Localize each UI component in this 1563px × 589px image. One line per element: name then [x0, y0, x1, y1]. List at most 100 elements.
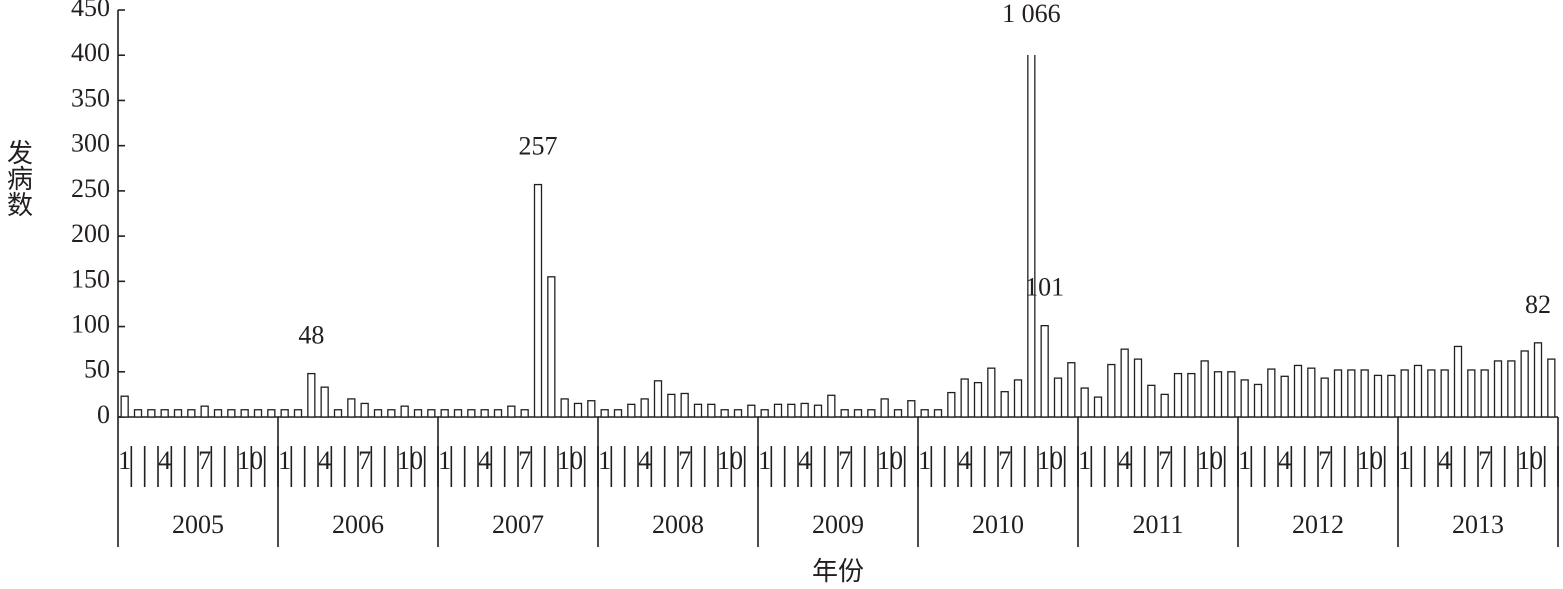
x-tick-label: 7	[1478, 446, 1491, 475]
bar	[187, 409, 196, 418]
bar	[520, 409, 529, 418]
bar	[867, 409, 876, 418]
bar	[267, 409, 276, 418]
group-label: 2009	[812, 510, 864, 539]
bar	[1280, 375, 1289, 418]
x-tick-label: 10	[397, 446, 423, 475]
bar	[1320, 377, 1329, 418]
y-tick-label: 50	[84, 355, 110, 384]
x-tick-label: 1	[598, 446, 611, 475]
bar	[160, 409, 169, 418]
y-tick-label: 350	[71, 83, 110, 112]
bar	[240, 409, 249, 418]
bar	[1267, 368, 1276, 418]
x-tick-label: 4	[798, 446, 811, 475]
bar	[613, 409, 623, 418]
bar	[907, 400, 916, 418]
bar	[1200, 360, 1209, 418]
bar	[1387, 374, 1396, 418]
bar	[1413, 364, 1423, 418]
bar	[920, 409, 929, 418]
bar	[853, 409, 863, 418]
bar	[720, 409, 729, 418]
bar	[893, 409, 903, 418]
bar	[1347, 369, 1356, 418]
bar	[653, 380, 663, 418]
value-label: 257	[519, 132, 558, 161]
bar	[987, 367, 996, 418]
bar	[1173, 372, 1183, 418]
value-label: 101	[1025, 273, 1064, 302]
bar	[947, 391, 956, 418]
bar	[547, 276, 556, 418]
bar	[1547, 358, 1556, 418]
x-tick-label: 1	[1398, 446, 1411, 475]
bar	[787, 403, 796, 418]
bar	[480, 409, 489, 418]
bar	[173, 409, 183, 418]
bar	[360, 402, 369, 418]
bar	[467, 409, 476, 418]
bar	[427, 409, 436, 418]
bar	[1040, 325, 1049, 418]
bar	[1533, 342, 1543, 418]
bar	[960, 378, 969, 418]
group-label: 2006	[332, 510, 384, 539]
bar	[1080, 387, 1089, 418]
bar	[213, 409, 223, 418]
y-tick-label: 300	[71, 129, 110, 158]
x-tick-label: 10	[1197, 446, 1223, 475]
x-tick-label: 4	[1278, 446, 1291, 475]
bar	[1000, 391, 1009, 418]
bar	[1427, 369, 1436, 418]
group-label: 2011	[1132, 510, 1183, 539]
y-tick-label: 450	[71, 0, 110, 22]
y-tick-label: 250	[71, 174, 110, 203]
y-tick-label: 100	[71, 310, 110, 339]
x-tick-label: 4	[478, 446, 491, 475]
group-label: 2010	[972, 510, 1024, 539]
x-tick-label: 7	[678, 446, 691, 475]
x-tick-label: 7	[998, 446, 1011, 475]
x-tick-label: 10	[877, 446, 903, 475]
bar	[1520, 350, 1529, 418]
x-tick-label: 1	[278, 446, 291, 475]
bar	[733, 409, 743, 418]
y-tick-label: 150	[71, 264, 110, 293]
bar	[1480, 369, 1489, 418]
x-tick-label: 1	[1238, 446, 1251, 475]
bar	[1027, 55, 1036, 418]
bar	[347, 398, 356, 418]
x-tick-label: 10	[1517, 446, 1543, 475]
bar	[800, 402, 809, 418]
bar	[1093, 396, 1103, 418]
bar	[1467, 369, 1476, 418]
bar	[587, 400, 596, 418]
bar	[280, 409, 289, 418]
group-label: 2008	[652, 510, 704, 539]
bar	[1147, 384, 1156, 418]
bar	[1360, 369, 1369, 418]
value-label: 1 066	[1002, 0, 1061, 28]
bar	[200, 405, 209, 418]
bar	[1493, 360, 1503, 418]
bar	[840, 409, 849, 418]
bar	[667, 393, 676, 418]
bar	[1307, 367, 1316, 418]
bar	[413, 409, 423, 418]
bar	[373, 409, 383, 418]
bar	[1213, 371, 1223, 418]
x-tick-label: 10	[1037, 446, 1063, 475]
bar	[627, 403, 636, 418]
bar	[120, 395, 129, 418]
x-tick-label: 7	[838, 446, 851, 475]
bar	[1333, 369, 1343, 418]
bar	[1133, 358, 1143, 418]
bar	[227, 409, 236, 418]
x-tick-label: 4	[1118, 446, 1131, 475]
bar	[493, 409, 503, 418]
bar	[933, 409, 943, 418]
bar	[680, 392, 689, 418]
bar	[600, 409, 609, 418]
